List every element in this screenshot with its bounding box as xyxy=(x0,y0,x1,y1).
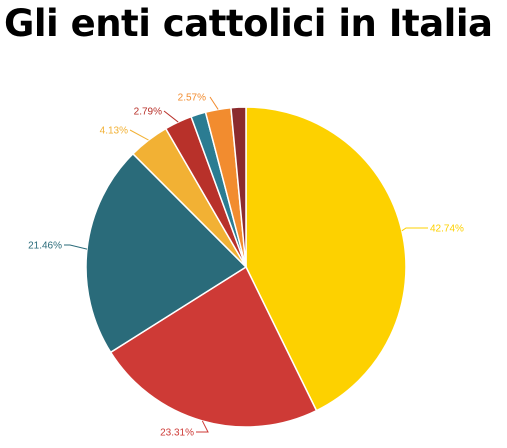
data-label: 42.74% xyxy=(430,224,464,235)
label-leader-line xyxy=(209,96,219,110)
data-label: 2.79% xyxy=(134,107,162,118)
data-label: 23.31% xyxy=(160,428,194,439)
pie-slices xyxy=(85,106,407,428)
pie-slice xyxy=(85,152,248,354)
pie-labels: 42.74% 23.31% 21.46% 4.13% 2.79% 2.57% xyxy=(28,93,464,439)
label-leader-line xyxy=(129,129,149,141)
pie-slice xyxy=(109,265,318,428)
label-leader-line xyxy=(196,420,209,433)
label-leader-line xyxy=(64,244,88,250)
pie-slice xyxy=(230,106,247,268)
pie-slice xyxy=(245,106,407,412)
data-label: 2.57% xyxy=(178,93,206,104)
data-label: 21.46% xyxy=(28,241,62,252)
chart-title: Gli enti cattolici in Italia xyxy=(4,2,493,45)
label-leader-line xyxy=(163,110,179,123)
data-label: 4.13% xyxy=(100,126,128,137)
label-leader-line xyxy=(401,227,428,232)
